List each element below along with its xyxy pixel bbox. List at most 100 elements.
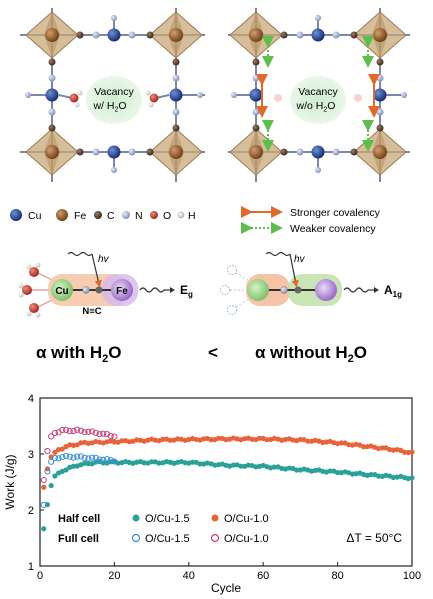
data-point-series-0 (375, 473, 382, 479)
data-point-series-2 (59, 454, 66, 461)
data-point-series-1 (401, 449, 408, 455)
data-point-series-0 (141, 460, 147, 466)
data-point-series-3 (81, 429, 88, 436)
data-point-series-2 (40, 501, 47, 508)
data-point-series-2 (66, 453, 73, 460)
legend-n: N (135, 210, 143, 222)
data-point-series-2 (107, 456, 114, 464)
data-point-series-2 (70, 454, 77, 461)
vacancy-label-water: w/ H2O (92, 100, 126, 114)
y-tick-label: 4 (28, 393, 34, 405)
data-point-series-2 (81, 454, 88, 461)
data-point-series-3 (77, 427, 85, 434)
data-point-series-1 (297, 436, 303, 443)
data-point-series-1 (338, 440, 344, 446)
legend-cu: Cu (28, 210, 42, 222)
y-tick-label: 1 (28, 561, 34, 573)
data-point-series-2 (62, 452, 70, 460)
data-point-series-2 (96, 456, 103, 463)
n-atom-icon (122, 211, 130, 219)
data-point-series-3 (70, 427, 77, 435)
data-point-series-3 (40, 476, 47, 484)
o-atom-icon (150, 211, 158, 219)
vacancy-region (86, 76, 142, 124)
chain-without-water: hv A1g (220, 251, 402, 315)
x-tick-label: 20 (108, 570, 120, 582)
data-point-series-0 (368, 471, 374, 478)
fe-atom (315, 279, 337, 301)
legend-full-10: O/Cu-1.0 (224, 533, 269, 545)
data-point-series-2 (48, 458, 55, 465)
data-point-series-0 (197, 461, 203, 467)
data-point-series-3 (74, 426, 81, 433)
data-point-series-1 (361, 444, 367, 450)
data-point-series-0 (41, 526, 47, 532)
legend-full-15: O/Cu-1.5 (145, 533, 190, 545)
data-point-series-0 (294, 467, 300, 473)
data-point-series-0 (335, 469, 341, 476)
data-point-series-1 (41, 484, 47, 490)
eg-mode-label: Eg (180, 283, 193, 299)
data-point-series-1 (264, 437, 270, 443)
chart-legend: Half cell Full cell O/Cu-1.5 O/Cu-1.0 O/… (58, 513, 402, 545)
data-point-series-2 (92, 454, 99, 461)
data-point-series-3 (44, 448, 51, 455)
data-point-series-0 (63, 467, 69, 473)
water-molecule (145, 90, 170, 108)
data-point-series-2 (55, 455, 62, 462)
cu-label: Cu (55, 286, 68, 297)
legend-half-15: O/Cu-1.5 (145, 513, 190, 525)
hv-label: hv (98, 254, 110, 265)
lattice-with-water: Vacancy w/ H2O (20, 8, 205, 182)
data-point-series-3 (96, 431, 103, 438)
y-tick-label: 3 (28, 449, 34, 461)
legend-half-cell: Half cell (58, 513, 100, 525)
data-point-series-2 (51, 454, 58, 462)
data-point-series-1 (249, 436, 255, 442)
data-point-series-2 (100, 456, 107, 463)
delta-t-annotation: ΔT = 50°C (346, 531, 402, 545)
data-point-series-0 (85, 461, 91, 467)
data-point-series-2 (74, 453, 81, 460)
data-point-series-2 (88, 454, 96, 461)
data-point-series-1 (409, 449, 415, 455)
vacancy-label: Vacancy (298, 86, 338, 98)
legend-fe: Fe (74, 210, 86, 222)
legend-marker-half-15 (132, 514, 140, 522)
data-point-series-1 (379, 445, 385, 451)
weaker-covalency-arrows (262, 36, 374, 152)
photon-wave-icon (265, 251, 291, 257)
data-point-series-1 (208, 437, 214, 443)
data-point-series-0 (52, 473, 58, 479)
chain-with-water: Cu Fe N≡C hv Eg (18, 251, 193, 318)
cu-atom (247, 279, 269, 301)
data-point-series-0 (149, 459, 155, 465)
data-point-series-3 (107, 432, 114, 440)
data-point-series-0 (271, 464, 277, 470)
vacancy-label-no-water: w/o H2O (296, 100, 336, 114)
legend-marker-full-15 (131, 533, 141, 543)
data-point-series-0 (327, 468, 333, 474)
weaker-covalency-label: Weaker covalency (290, 223, 376, 235)
x-tick-label: 80 (331, 570, 343, 582)
data-point-series-2 (85, 455, 92, 462)
atom-legend: Cu Fe C N O H (10, 209, 196, 222)
data-point-series-1 (52, 449, 58, 455)
y-axis-label: Work (J/g) (3, 454, 17, 509)
data-point-series-2 (77, 453, 85, 460)
data-point-series-1 (160, 436, 166, 442)
data-point-series-1 (111, 439, 117, 445)
water-molecule (58, 90, 83, 108)
x-tick-label: 40 (183, 570, 195, 582)
data-point-series-3 (100, 430, 107, 437)
data-point-series-0 (156, 460, 162, 466)
cu-atom (51, 279, 73, 301)
alpha-with-water: α with H2O (36, 343, 122, 365)
y-tick-label: 2 (28, 505, 34, 517)
h-atom-icon (177, 211, 185, 219)
fe-atom (111, 279, 133, 301)
legend-h: H (188, 210, 196, 222)
legend-c: C (107, 210, 115, 222)
data-point-series-0 (409, 475, 415, 481)
data-point-series-0 (230, 462, 237, 468)
